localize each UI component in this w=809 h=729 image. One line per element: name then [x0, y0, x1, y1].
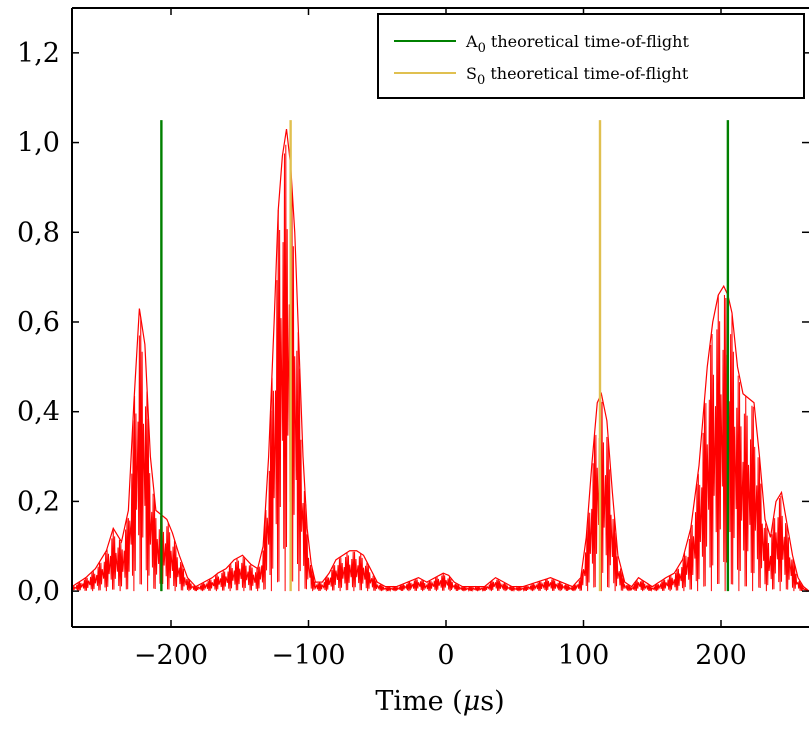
plot-area — [72, 129, 809, 593]
axes — [71, 7, 809, 628]
tick-labels: −200 −100 0 100 200 0,0 0,2 0,4 0,6 0,8 1,0 1,2 — [17, 38, 747, 671]
legend-box — [377, 13, 805, 99]
signal-line — [72, 144, 809, 593]
x-axis-label: Time (μs) — [375, 686, 504, 717]
legend-label-a0-rest: theoretical time-of-flight — [486, 32, 690, 51]
reference-lines — [160, 120, 730, 592]
legend-item-s0: S0 theoretical time-of-flight — [394, 64, 689, 88]
x-axis-label-post: s) — [480, 686, 504, 717]
x-tick-label-1: −100 — [271, 640, 345, 671]
y-tick-label-0: 0,0 — [17, 576, 60, 607]
x-tick-label-0: −200 — [134, 640, 208, 671]
x-tick-label-4: 200 — [695, 640, 747, 671]
legend-label-a0-sub: 0 — [478, 41, 486, 56]
y-tick-label-3: 0,6 — [17, 307, 60, 338]
y-tick-label-6: 1,2 — [17, 38, 60, 69]
legend-label-a0-sym: A — [465, 32, 478, 51]
legend-item-a0: A0 theoretical time-of-flight — [394, 32, 689, 56]
signal-envelope — [72, 129, 809, 592]
legend-label-s0-rest: theoretical time-of-flight — [485, 64, 689, 83]
y-tick-label-1: 0,2 — [17, 486, 60, 517]
x-axis-label-pre: Time ( — [375, 686, 462, 717]
legend-label-s0-sym: S — [466, 64, 477, 83]
legend-label-a0: A0 theoretical time-of-flight — [465, 32, 689, 56]
x-tick-label-2: 0 — [437, 640, 454, 671]
y-tick-label-2: 0,4 — [17, 397, 60, 428]
legend: A0 theoretical time-of-flight S0 theoret… — [377, 13, 805, 99]
legend-label-s0-sub: 0 — [477, 73, 485, 88]
y-tick-label-5: 1,0 — [17, 128, 60, 159]
y-tick-label-4: 0,8 — [17, 217, 60, 248]
legend-label-s0: S0 theoretical time-of-flight — [466, 64, 689, 88]
x-axis-label-mu: μ — [463, 686, 481, 717]
x-tick-label-3: 100 — [558, 640, 610, 671]
